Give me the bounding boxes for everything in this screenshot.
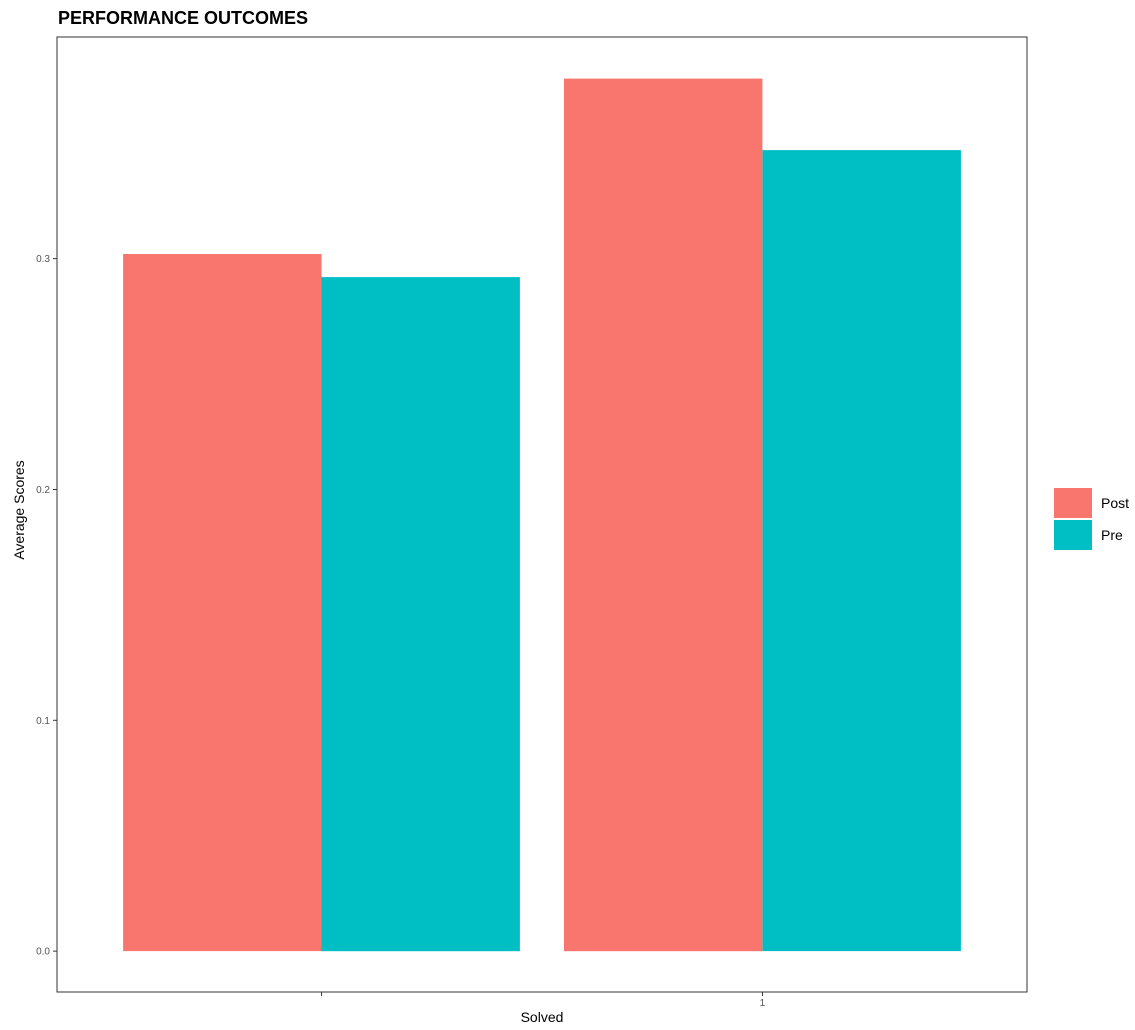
y-tick-label: 0.1 [36,716,50,727]
legend: Post Pre [1054,488,1129,550]
y-tick-label: 0.3 [36,254,50,265]
legend-key-post [1054,488,1092,518]
chart-title: PERFORMANCE OUTCOMES [58,8,309,28]
x-tick-label: 1 [760,998,766,1009]
bar-post-2 [564,78,763,952]
legend-label-post: Post [1101,495,1129,511]
y-axis-title: Average Scores [11,460,27,559]
legend-key-pre [1054,520,1092,550]
bar-post-1 [123,254,322,952]
bar-pre-2 [762,150,961,952]
y-tick-label: 0.2 [36,485,50,496]
bar-pre-1 [321,277,520,952]
y-tick-label: 0.0 [36,947,50,958]
x-axis-title: Solved [521,1009,564,1025]
legend-label-pre: Pre [1101,527,1123,543]
